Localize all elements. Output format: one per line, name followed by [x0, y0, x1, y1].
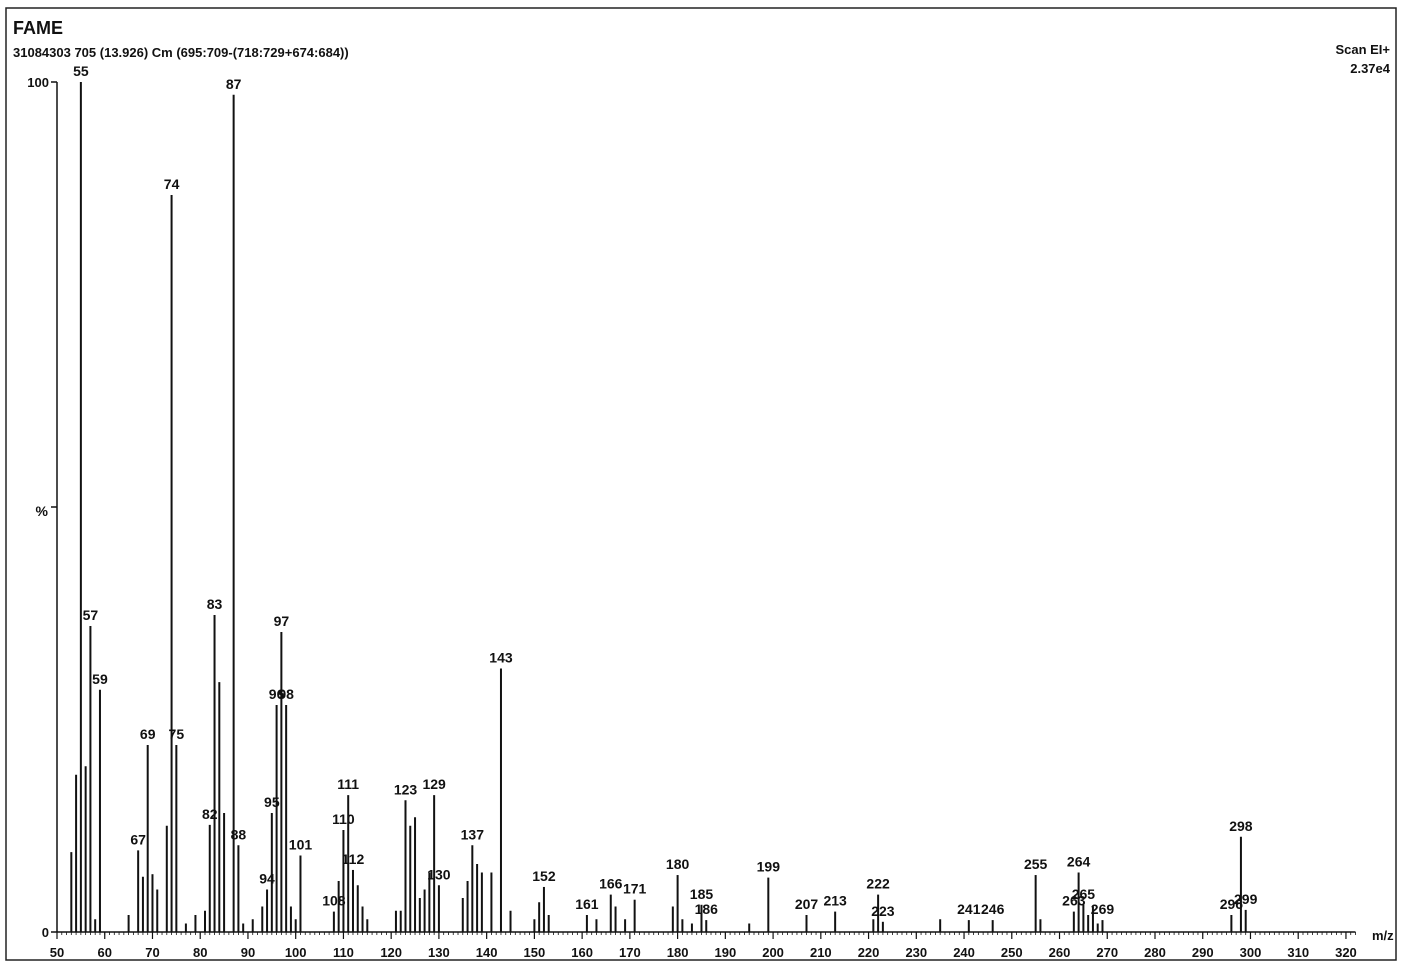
x-tick-label: 200: [762, 945, 784, 960]
peak-label: 130: [427, 866, 451, 882]
chart-subtitle: 31084303 705 (13.926) Cm (695:709-(718:7…: [13, 45, 349, 60]
x-tick-label: 220: [858, 945, 880, 960]
peak-label: 241: [957, 901, 981, 917]
peak-label: 101: [289, 837, 313, 853]
x-tick-label: 120: [380, 945, 402, 960]
x-tick-label: 130: [428, 945, 450, 960]
x-tick-label: 320: [1335, 945, 1357, 960]
peak-label: 298: [1229, 818, 1253, 834]
x-tick-label: 110: [333, 945, 354, 960]
peak-label: 111: [337, 776, 359, 792]
x-tick-label: 280: [1144, 945, 1166, 960]
peak-label: 110: [332, 811, 355, 827]
peak-label: 207: [795, 896, 819, 912]
peak-label: 108: [322, 893, 346, 909]
x-tick-label: 190: [714, 945, 736, 960]
x-tick-label: 300: [1240, 945, 1262, 960]
x-tick-label: 250: [1001, 945, 1023, 960]
x-tick-label: 180: [667, 945, 689, 960]
peak-label: 59: [92, 671, 108, 687]
y-tick-label: 100: [27, 75, 49, 90]
peak-label: 98: [278, 686, 294, 702]
peak-label: 264: [1067, 854, 1091, 870]
x-tick-label: 240: [953, 945, 975, 960]
peak-label: 87: [226, 76, 242, 92]
peak-label: 186: [695, 901, 719, 917]
x-tick-label: 290: [1192, 945, 1214, 960]
peak-label: 222: [866, 876, 890, 892]
x-tick-label: 60: [98, 945, 112, 960]
peak-label: 57: [83, 607, 99, 623]
peak-label: 223: [871, 903, 895, 919]
x-tick-label: 50: [50, 945, 64, 960]
peak-label: 143: [489, 650, 513, 666]
x-tick-label: 310: [1287, 945, 1309, 960]
peak-label: 296: [1220, 896, 1244, 912]
peak-label: 69: [140, 726, 156, 742]
x-tick-label: 90: [241, 945, 255, 960]
peak-label: 185: [690, 886, 714, 902]
peak-label: 171: [623, 881, 647, 897]
y-tick-label: 0: [42, 925, 49, 940]
frame: [5, 7, 1397, 961]
peak-label: 74: [164, 176, 180, 192]
peak-label: 265: [1072, 886, 1096, 902]
y-axis-label: %: [36, 503, 49, 519]
peak-label: 199: [757, 859, 781, 875]
x-tick-label: 160: [571, 945, 593, 960]
x-tick-label: 80: [193, 945, 207, 960]
scan-label: Scan EI+: [1335, 42, 1390, 57]
peak-label: 137: [461, 826, 485, 842]
peak-label: 75: [169, 726, 185, 742]
peak-label: 263: [1062, 893, 1086, 909]
x-tick-label: 150: [524, 945, 546, 960]
peak-label: 112: [342, 851, 365, 867]
x-tick-label: 170: [619, 945, 641, 960]
x-tick-label: 100: [285, 945, 307, 960]
peak-label: 161: [575, 896, 599, 912]
peak-label: 123: [394, 781, 418, 797]
x-tick-label: 210: [810, 945, 832, 960]
peak-label: 166: [599, 876, 623, 892]
peak-label: 83: [207, 596, 223, 612]
peak-label: 55: [73, 63, 89, 79]
peak-label: 67: [130, 831, 146, 847]
x-tick-label: 270: [1096, 945, 1118, 960]
x-tick-label: 260: [1049, 945, 1071, 960]
chart-title: FAME: [13, 18, 63, 38]
peak-label: 180: [666, 856, 690, 872]
peak-label: 299: [1234, 891, 1258, 907]
peak-label: 213: [823, 893, 847, 909]
peak-label: 129: [422, 776, 446, 792]
peak-label: 255: [1024, 856, 1048, 872]
x-tick-label: 70: [145, 945, 159, 960]
peak-label: 88: [231, 826, 247, 842]
peak-label: 246: [981, 901, 1005, 917]
peak-label: 152: [532, 868, 556, 884]
x-axis-label: m/z: [1372, 928, 1394, 943]
x-tick-label: 140: [476, 945, 498, 960]
peak-label: 97: [274, 613, 290, 629]
x-tick-label: 230: [905, 945, 927, 960]
peak-label: 269: [1091, 901, 1115, 917]
intensity-label: 2.37e4: [1350, 61, 1391, 76]
